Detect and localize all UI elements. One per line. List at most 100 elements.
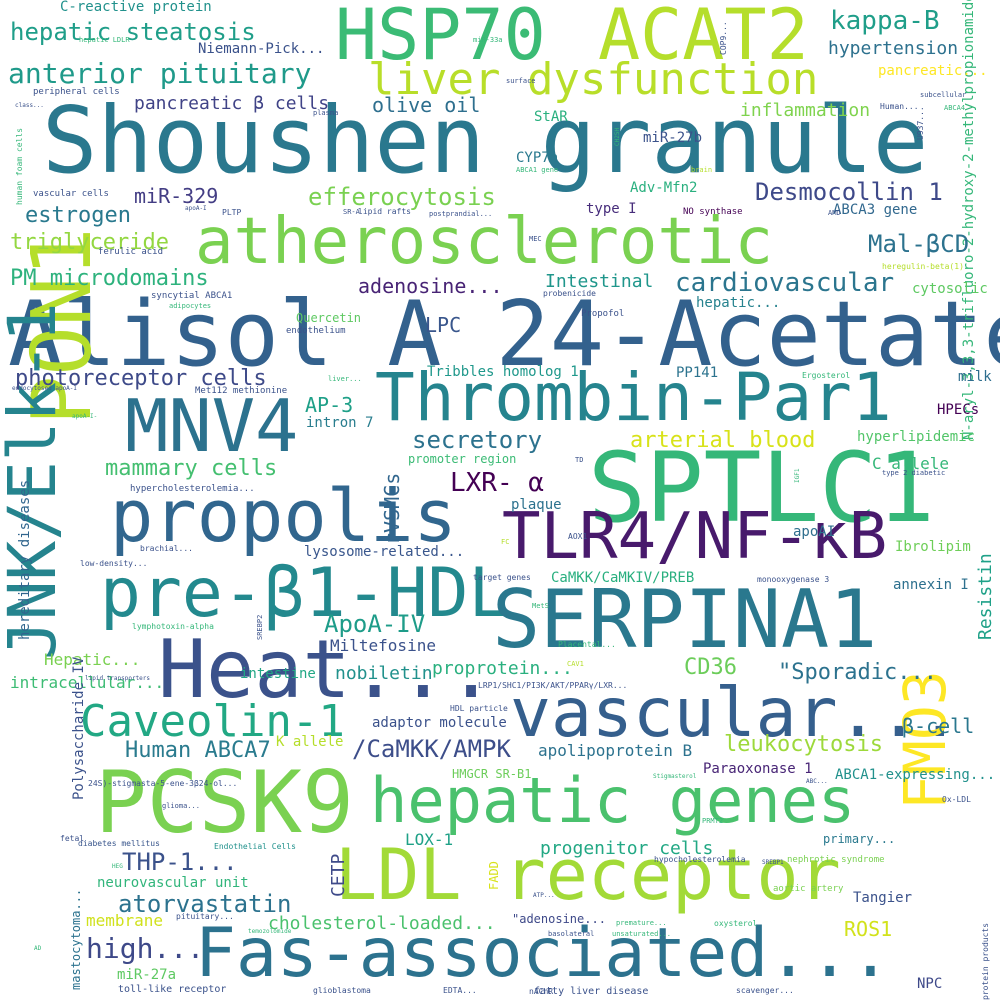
word: HEG <box>112 864 123 870</box>
word: adaptor molecule <box>372 716 507 730</box>
word: NO synthase <box>683 208 743 217</box>
word: CaMKK/CaMKIV/PREB <box>551 571 694 585</box>
word: type 2 diabetic <box>882 470 945 477</box>
word: low-density... <box>80 560 147 568</box>
word: miR-27b <box>643 131 702 145</box>
word: SR-A <box>343 209 360 216</box>
word: IGF1 <box>795 469 801 483</box>
word: glioma... <box>162 803 200 810</box>
word: pre-β1-HDL <box>100 560 509 628</box>
word: C-reactive protein <box>60 0 212 14</box>
word: cytosolic <box>912 282 988 296</box>
word: miR-329 <box>134 186 218 206</box>
word: ABCA1-expressing... <box>835 768 995 782</box>
word: SREBP2 <box>257 615 264 640</box>
word: StAR <box>534 110 568 124</box>
word: ROS1 <box>844 919 892 939</box>
word: premature... <box>616 920 667 927</box>
word: 24S)-stigmasta-5-ene-3β24-ol... <box>88 780 237 788</box>
word: Placental... <box>558 641 616 649</box>
word: lipid rafts <box>358 208 411 216</box>
word: adipocytes <box>169 303 211 310</box>
word: CD36 <box>684 657 737 679</box>
word: type I <box>586 202 637 216</box>
word: lysosome-related... <box>304 545 464 559</box>
word: FMO3 <box>896 670 954 810</box>
word: brain <box>691 167 712 174</box>
word: β-cell <box>902 716 974 736</box>
word: ATP... <box>533 893 555 899</box>
word: Niemann-Pick... <box>198 42 324 56</box>
word: "adenosine... <box>512 913 606 925</box>
word: annexin I <box>893 578 969 592</box>
word: Ibrolipim <box>895 540 971 554</box>
word: SREBP1 <box>762 860 784 866</box>
word: surface <box>506 78 536 85</box>
word: mammary cells <box>105 458 277 480</box>
word: neurovascular unit <box>97 876 249 890</box>
word: kappa-B <box>830 8 940 34</box>
word: nAChR <box>529 988 553 996</box>
word: CAV1 <box>567 661 584 668</box>
word: mastocytoma... <box>70 889 82 990</box>
word: LXR- α <box>450 470 544 496</box>
word: Propofol <box>581 310 624 319</box>
word: LRP1/SHC1/PI3K/AKT/PPARγ/LXR... <box>478 682 627 690</box>
word: intron 7 <box>306 416 373 430</box>
word: ABCA4 <box>944 105 965 112</box>
word: cardiovascular <box>675 270 894 296</box>
word: miR-33a <box>473 37 503 44</box>
word: efferocytosis <box>308 185 496 209</box>
word: Polysaccharide IV <box>72 657 86 800</box>
word: milk <box>958 370 992 384</box>
word: anterior pituitary <box>8 60 311 88</box>
word: EDTA... <box>443 987 477 995</box>
word: secretory <box>412 428 542 452</box>
word: AOX1 <box>568 533 587 541</box>
word: NPC <box>917 977 942 991</box>
word: PM microdomains <box>10 268 209 290</box>
word: fetal <box>60 835 84 843</box>
word: hepatic... <box>696 296 780 310</box>
word: Human... <box>880 103 919 111</box>
word: hypercholesterolemia... <box>130 485 255 494</box>
word: "Sporadic... <box>778 662 937 684</box>
word: CYP7a <box>516 151 558 165</box>
word: SERPINA1 <box>492 580 877 660</box>
word: Miltefosine <box>330 638 436 654</box>
word: ferulic acid <box>98 248 163 257</box>
word: AP-3 <box>305 395 353 415</box>
word: inflammation <box>740 102 870 120</box>
word: pituitary... <box>176 913 234 921</box>
word: Hepatic... <box>44 652 140 668</box>
word: target genes <box>473 574 531 582</box>
word: AMD <box>828 210 841 217</box>
word: olive oil <box>372 95 480 115</box>
word: basolateral <box>548 931 594 938</box>
word: toll-like receptor <box>118 985 226 995</box>
word: high... <box>86 935 204 963</box>
word: CETP <box>330 854 348 897</box>
word: monooxygenase 3 <box>757 576 829 584</box>
word: pancreatic... <box>878 64 988 78</box>
word: PRMT2 <box>702 818 723 825</box>
word: adenosine... <box>358 276 503 296</box>
word: pancreatic β cells <box>134 95 329 113</box>
word: MNV4 <box>125 390 298 462</box>
word: HPECs <box>937 403 979 417</box>
word: apolipoprotein B <box>538 743 692 759</box>
word: CH25H <box>615 128 621 146</box>
word: PLTP <box>222 209 241 217</box>
word: plaque <box>511 498 562 512</box>
word: lymphotoxin-alpha <box>132 623 214 631</box>
word: Desmocollin 1 <box>755 180 943 204</box>
word: oxysterol <box>714 920 757 928</box>
word: endothelium <box>286 327 346 336</box>
word: brachial... <box>140 545 193 553</box>
word: promoter region <box>408 453 516 465</box>
word: atherosclerotic <box>195 210 773 274</box>
word: primary... <box>823 833 895 845</box>
word: THP-1... <box>122 850 238 874</box>
word: protein products <box>982 923 990 1000</box>
